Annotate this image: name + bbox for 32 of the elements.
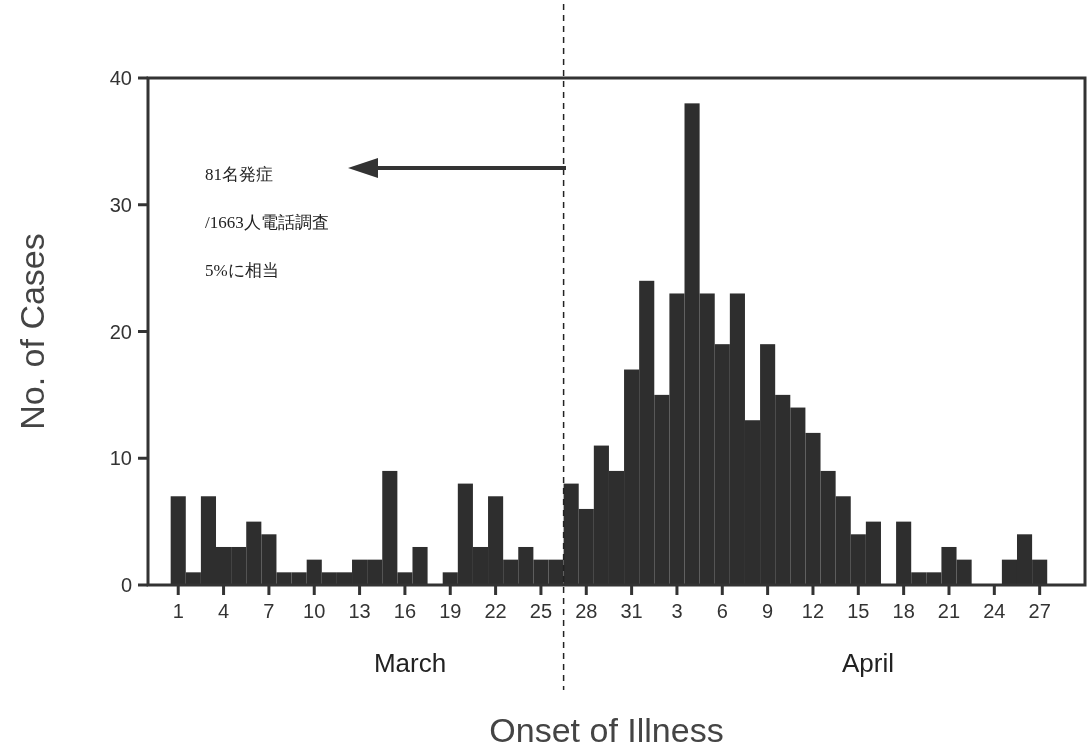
x-axis-title: Onset of Illness	[489, 711, 724, 749]
x-tick-label: 21	[937, 600, 961, 622]
y-tick-label: 20	[109, 320, 132, 343]
x-tick-label: 7	[263, 600, 275, 622]
x-tick-label: 27	[1028, 600, 1051, 622]
x-tick-label: 3	[671, 600, 683, 622]
x-tick-label: 1	[172, 600, 184, 622]
x-tick-label: 31	[620, 600, 643, 622]
y-tick-label: 0	[120, 574, 132, 596]
y-tick-label: 40	[109, 67, 132, 89]
y-axis-title: No. of Cases	[13, 233, 51, 430]
x-tick-label: 19	[439, 600, 462, 622]
y-tick-label: 10	[109, 447, 132, 470]
x-tick-label: 4	[218, 600, 230, 622]
x-tick-label: 13	[348, 600, 371, 622]
x-tick-label: 22	[484, 600, 507, 622]
x-tick-label: 15	[847, 600, 870, 622]
x-tick-label: 12	[801, 600, 825, 622]
annotation: 5%に相当	[205, 261, 279, 280]
x-tick-label: 16	[393, 600, 417, 622]
x-tick-label: 9	[762, 600, 774, 622]
annotation: /1663人電話調査	[205, 213, 329, 232]
text: April	[841, 648, 895, 678]
x-tick-label: 24	[983, 600, 1006, 622]
x-tick-label: 28	[575, 600, 598, 622]
y-tick-label: 30	[109, 193, 132, 216]
x-tick-label: 6	[716, 600, 728, 622]
x-tick-label: 18	[892, 600, 915, 622]
x-tick-label: 25	[529, 600, 553, 622]
text: March	[373, 648, 447, 678]
x-tick-label: 10	[303, 600, 326, 622]
annotation: 81名発症	[205, 165, 273, 184]
